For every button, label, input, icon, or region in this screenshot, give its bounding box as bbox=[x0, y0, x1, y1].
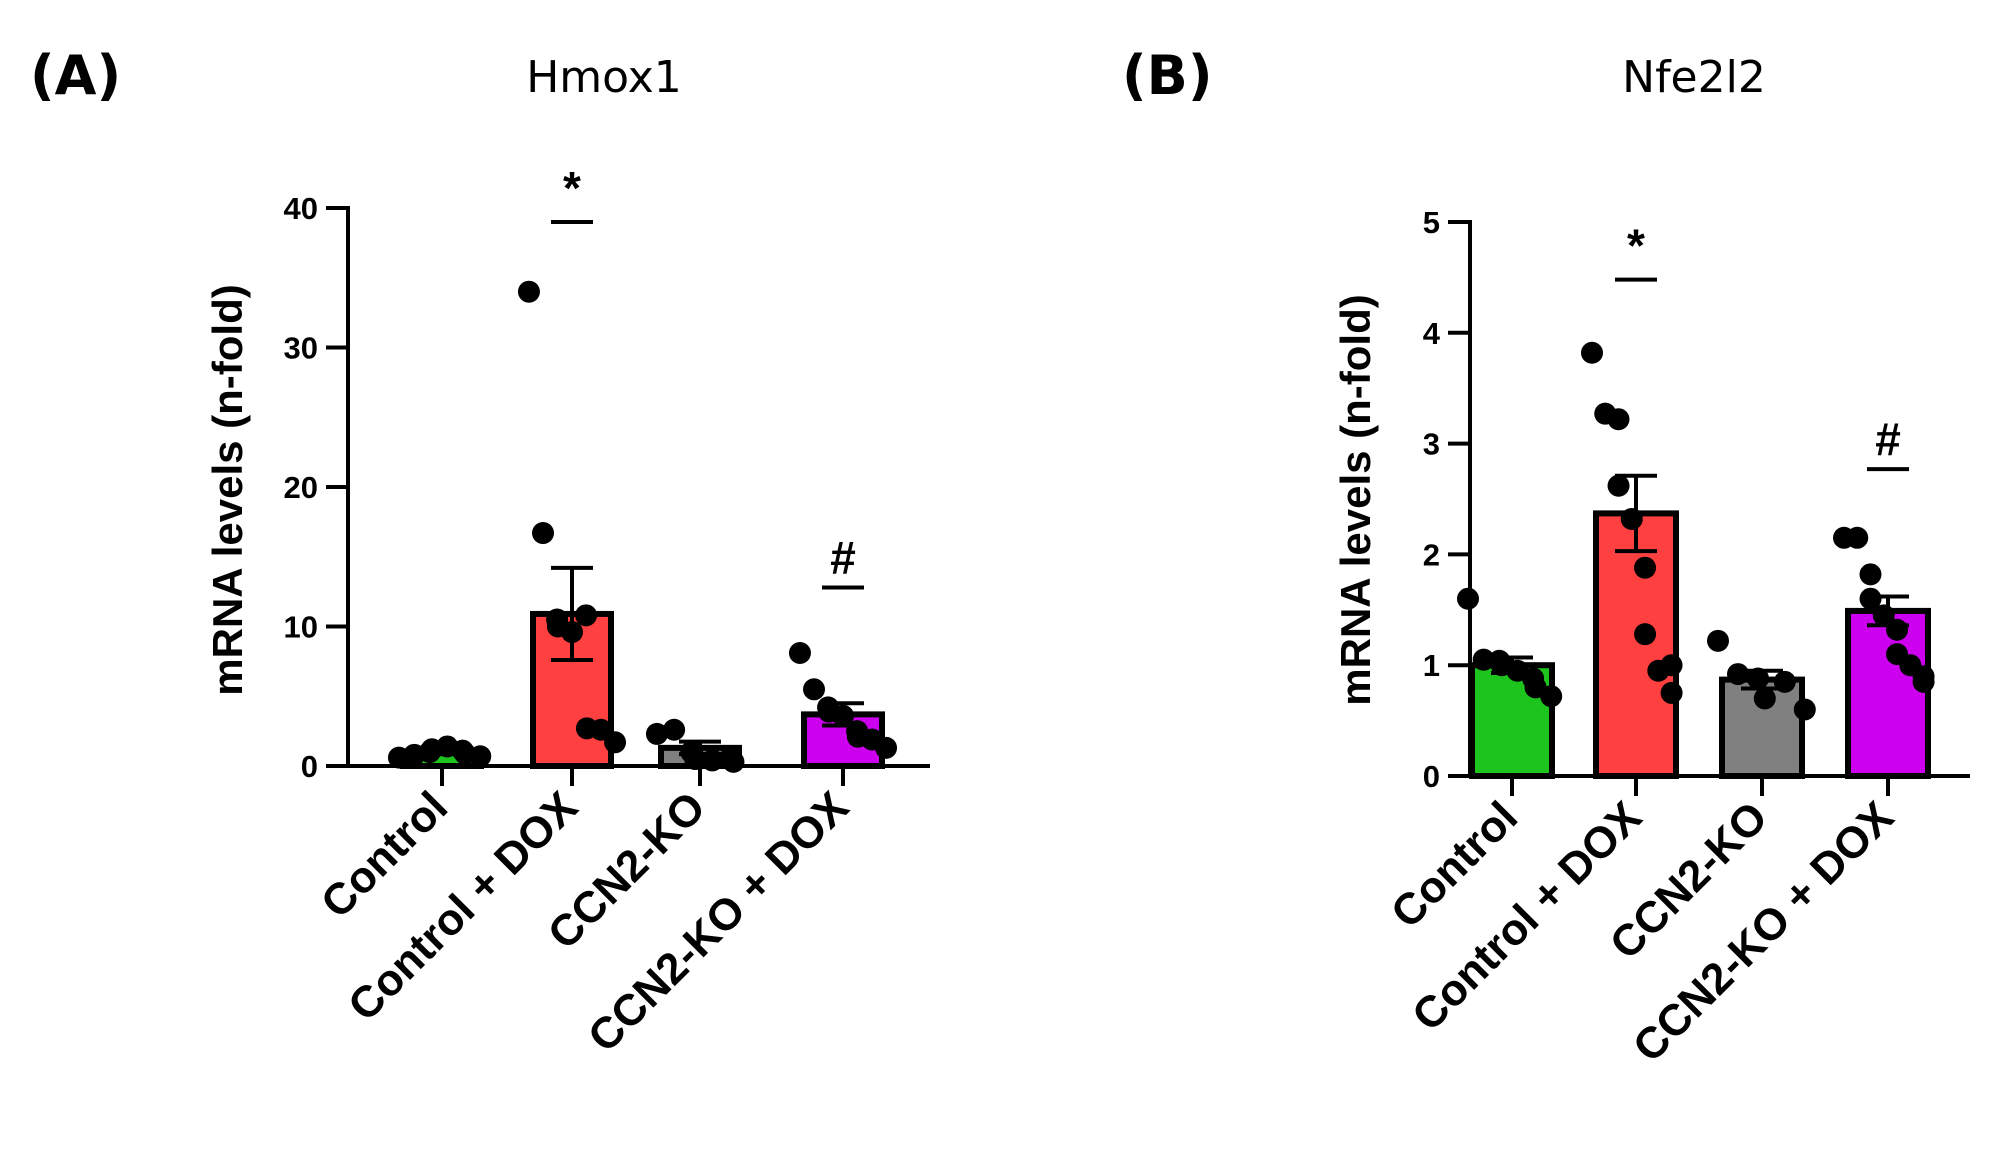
data-point bbox=[561, 621, 583, 644]
y-tick-label: 1 bbox=[1423, 648, 1440, 683]
x-tick-label: CCN2-KO + DOX bbox=[579, 782, 858, 1061]
y-axis-label: mRNA levels (n-fold) bbox=[1332, 294, 1379, 705]
data-point bbox=[1846, 526, 1869, 549]
y-tick-label: 3 bbox=[1423, 427, 1440, 462]
y-axis-label: mRNA levels (n-fold) bbox=[204, 284, 251, 695]
data-point bbox=[1660, 681, 1683, 704]
data-point bbox=[1634, 623, 1657, 646]
data-point bbox=[1886, 618, 1909, 641]
panel-b: (B) Nfe2l2 mRNA levels (n-fold) 0 1 2 3 4 5 Co… bbox=[1122, 44, 1970, 1072]
x-tick-label: Control + DOX bbox=[339, 782, 587, 1030]
y-tick-label: 30 bbox=[284, 331, 318, 366]
data-point bbox=[722, 750, 745, 773]
panel-label: (B) bbox=[1122, 44, 1213, 107]
data-point bbox=[532, 522, 555, 545]
data-point bbox=[517, 280, 540, 303]
data-point bbox=[1472, 648, 1495, 671]
significance-marker: # bbox=[830, 531, 856, 583]
x-tick-label: Control + DOX bbox=[1403, 792, 1651, 1040]
data-point bbox=[1660, 654, 1683, 677]
data-point bbox=[1912, 670, 1935, 693]
significance-marker: * bbox=[563, 162, 581, 214]
y-tick-label: 5 bbox=[1423, 205, 1440, 240]
panel-label: (A) bbox=[30, 44, 121, 107]
data-point bbox=[1859, 587, 1882, 610]
data-point bbox=[1859, 563, 1882, 586]
chart-title: Nfe2l2 bbox=[1622, 52, 1766, 103]
y-tick-label: 2 bbox=[1423, 537, 1440, 572]
data-point bbox=[875, 736, 898, 759]
y-tick-label: 4 bbox=[1423, 316, 1441, 351]
significance-marker: # bbox=[1875, 413, 1901, 465]
y-tick-label: 0 bbox=[301, 749, 318, 784]
data-point bbox=[1747, 667, 1769, 690]
y-tick-label: 20 bbox=[284, 470, 318, 505]
data-point bbox=[604, 731, 627, 754]
data-point bbox=[1872, 604, 1895, 627]
y-tick-label: 40 bbox=[284, 191, 318, 226]
y-tick-label: 0 bbox=[1423, 759, 1440, 794]
data-point bbox=[469, 745, 492, 768]
data-point bbox=[803, 678, 826, 701]
data-point bbox=[832, 704, 854, 727]
y-tick-label: 10 bbox=[284, 610, 318, 645]
data-point bbox=[788, 642, 811, 665]
data-point bbox=[1607, 408, 1630, 431]
data-point bbox=[575, 604, 598, 627]
chart-title: Hmox1 bbox=[526, 52, 682, 103]
bar bbox=[1593, 510, 1679, 779]
data-point bbox=[1753, 687, 1776, 710]
data-point bbox=[589, 718, 612, 741]
data-point bbox=[1707, 629, 1729, 652]
data-point bbox=[645, 722, 668, 745]
panel-a: (A) Hmox1 mRNA levels (n-fold) 0 10 20 30 40… bbox=[30, 44, 930, 1062]
data-point bbox=[1607, 474, 1630, 497]
data-point bbox=[1620, 507, 1643, 530]
data-point bbox=[1727, 663, 1749, 686]
data-point bbox=[663, 718, 686, 741]
data-point bbox=[1581, 341, 1603, 364]
data-point bbox=[1634, 556, 1657, 579]
significance-marker: * bbox=[1627, 220, 1645, 272]
data-point bbox=[1540, 685, 1563, 708]
data-point bbox=[1793, 698, 1816, 721]
data-point bbox=[1773, 670, 1796, 693]
